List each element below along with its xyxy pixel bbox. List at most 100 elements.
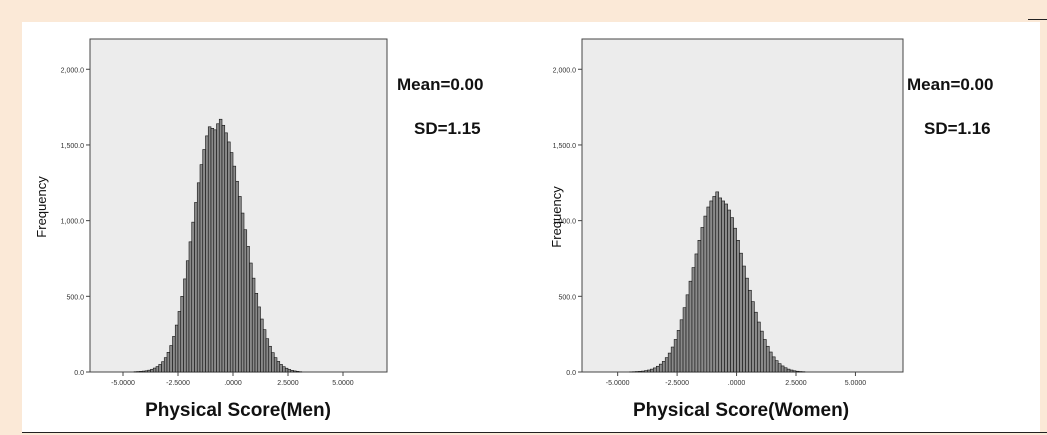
histogram-bar [254, 292, 259, 373]
histogram-bar [257, 306, 261, 373]
y-tick-label: 500.0 [66, 294, 84, 301]
histogram-bar [700, 227, 705, 373]
histogram-bar [760, 330, 764, 373]
histogram-bar [727, 209, 731, 373]
histogram-bar [718, 197, 722, 373]
histogram-bar [166, 352, 171, 373]
histogram-bar [287, 369, 292, 373]
histogram-bar [688, 280, 693, 373]
histogram-bar [221, 124, 226, 373]
y-tick-label: 2,000.0 [61, 67, 84, 74]
y-tick-label: 0.0 [566, 370, 576, 377]
histogram-bar [765, 345, 770, 373]
y-tick-label: 1,500.0 [553, 143, 576, 150]
bars-group [133, 118, 303, 373]
histogram-bar [795, 370, 800, 373]
histogram-bar [673, 339, 678, 373]
histogram-bar [706, 206, 711, 373]
y-tick-label: 0.0 [74, 370, 84, 377]
x-tick-label: -2.5000 [665, 380, 689, 387]
histogram-bar [224, 132, 228, 373]
histogram-bar [792, 370, 797, 373]
histogram-bar [213, 129, 217, 373]
histogram-bar [169, 345, 173, 373]
histogram-bar [276, 361, 281, 373]
top-right-rule [1028, 19, 1047, 20]
histogram-bar [709, 200, 714, 373]
histogram-bar [757, 321, 761, 373]
histogram-bar [697, 240, 702, 373]
histogram-men: 0.0 500.0 1,000.0 1,500.0 2,000.0 -5.0000 -2.… [34, 38, 483, 421]
histogram-bar [664, 357, 669, 373]
histogram-bar [194, 202, 198, 373]
histogram-bar [196, 182, 201, 373]
histogram-bar [748, 289, 752, 373]
histogram-bar [751, 301, 755, 373]
x-axis-label: Physical Score(Women) [633, 400, 849, 421]
histogram-bar [268, 345, 272, 373]
histogram-bar [144, 370, 149, 373]
histogram-bar [210, 128, 215, 373]
bottom-rule [22, 432, 1047, 433]
histogram-bar [216, 123, 220, 373]
y-tick-label: 1,000.0 [61, 219, 84, 226]
histogram-bar [650, 368, 654, 373]
histogram-bar [240, 212, 245, 373]
sd-label: SD=1.16 [924, 119, 991, 138]
x-tick-label: 2.5000 [277, 380, 299, 387]
histogram-bar [177, 311, 182, 373]
histogram-bar [647, 369, 651, 373]
histogram-bar [724, 203, 728, 373]
x-tick-label: -5.0000 [606, 380, 630, 387]
histogram-bar [679, 319, 684, 373]
histogram-bar [730, 217, 734, 373]
histogram-bar [712, 196, 717, 373]
y-axis-label: Frequency [549, 186, 564, 248]
histogram-bar [155, 366, 160, 373]
histogram-bar [703, 215, 708, 373]
x-tick-label: 5.0000 [332, 380, 354, 387]
histogram-bar [227, 141, 231, 373]
x-tick-label: -5.0000 [111, 380, 135, 387]
histogram-bar [786, 368, 791, 373]
histogram-bar [152, 367, 157, 373]
histogram-bar [295, 371, 300, 373]
histogram-bar [141, 370, 146, 373]
histogram-bar [147, 369, 151, 373]
x-tick-label: -2.5000 [166, 380, 190, 387]
histogram-bar [653, 367, 657, 373]
histogram-bar [789, 369, 794, 373]
histogram-bar [745, 277, 749, 373]
histogram-bar [191, 221, 195, 373]
y-ticks: 0.0 500.0 1,000.0 1,500.0 2,000.0 [61, 67, 90, 377]
histogram-bar [243, 229, 248, 373]
histogram-bar [185, 260, 190, 373]
histogram-bar [229, 152, 234, 373]
histogram-bar [218, 118, 223, 373]
histogram-bar [733, 227, 737, 373]
histogram-bar [251, 277, 256, 373]
bars-group [629, 191, 806, 373]
histogram-bar [180, 296, 184, 373]
histogram-bar [777, 363, 782, 373]
histogram-bar [150, 368, 154, 373]
histogram-bar [742, 265, 746, 373]
histogram-bar [279, 364, 283, 373]
histogram-bar [694, 253, 699, 373]
histogram-bar [774, 360, 779, 373]
histogram-bar [682, 307, 687, 373]
histogram-bar [670, 346, 675, 373]
histogram-bar [265, 338, 270, 373]
histogram-bar [188, 241, 193, 373]
histogram-bar [199, 164, 204, 373]
histogram-bar [262, 329, 267, 373]
histogram-bar [736, 240, 740, 373]
histogram-bar [658, 363, 663, 373]
mean-label: Mean=0.00 [907, 75, 993, 94]
x-tick-label: .0000 [728, 380, 746, 387]
histogram-bar [174, 324, 179, 373]
x-tick-label: 2.5000 [785, 380, 807, 387]
histogram-bar [771, 356, 776, 373]
x-axis-label: Physical Score(Men) [145, 400, 331, 421]
histogram-bar [290, 370, 294, 373]
